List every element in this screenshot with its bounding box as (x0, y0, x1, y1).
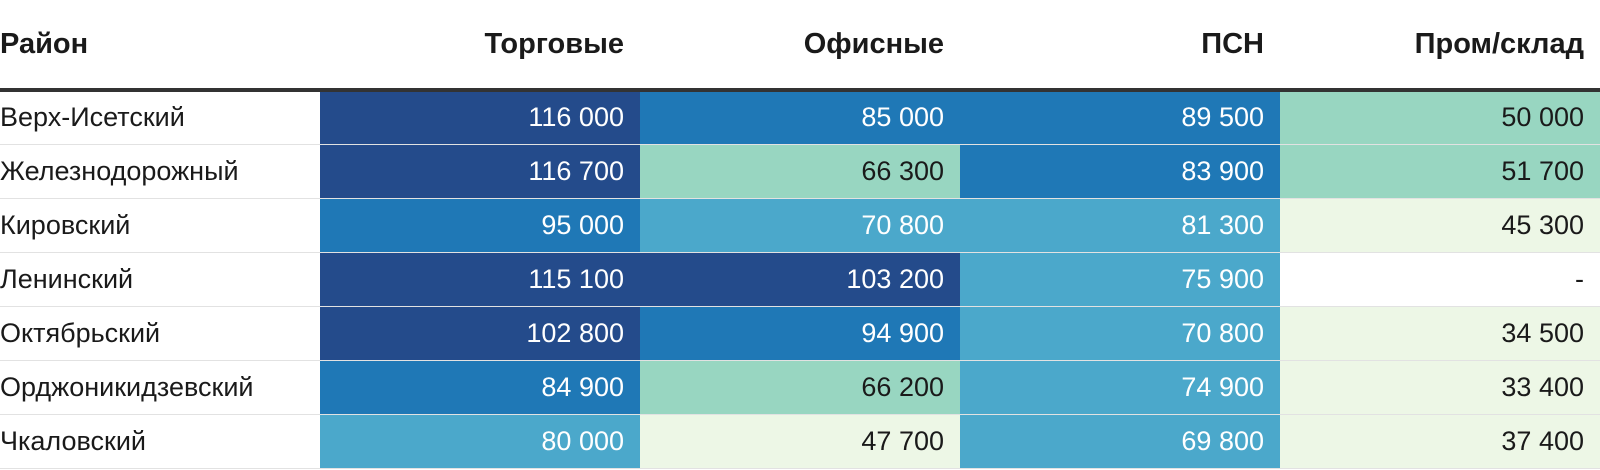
column-header-industrial: Пром/склад (1280, 0, 1600, 92)
table-row: Октябрьский 102 800 94 900 70 800 34 500 (0, 306, 1600, 361)
heatmap-cell: 37 400 (1280, 414, 1600, 469)
column-header-district: Район (0, 0, 320, 92)
heatmap-cell: - (1280, 252, 1600, 307)
heatmap-cell: 33 400 (1280, 360, 1600, 415)
table-body: Верх-Исетский 116 000 85 000 89 500 50 000 Же… (0, 90, 1600, 469)
heatmap-cell: 74 900 (960, 360, 1280, 415)
district-cell: Ленинский (0, 252, 320, 307)
header-row: Район Торговые Офисные ПСН Пром/склад (0, 0, 1600, 92)
heatmap-cell: 83 900 (960, 144, 1280, 199)
column-header-office: Офисные (640, 0, 960, 92)
table-row: Чкаловский 80 000 47 700 69 800 37 400 (0, 414, 1600, 469)
heatmap-cell: 70 800 (640, 198, 960, 253)
heatmap-cell: 80 000 (320, 414, 640, 469)
heatmap-cell: 89 500 (960, 90, 1280, 145)
heatmap-cell: 51 700 (1280, 144, 1600, 199)
heatmap-cell: 45 300 (1280, 198, 1600, 253)
heatmap-cell: 66 200 (640, 360, 960, 415)
district-cell: Октябрьский (0, 306, 320, 361)
district-cell: Чкаловский (0, 414, 320, 469)
table-row: Железнодорожный 116 700 66 300 83 900 51 700 (0, 144, 1600, 199)
heatmap-cell: 115 100 (320, 252, 640, 307)
table-row: Ленинский 115 100 103 200 75 900- (0, 252, 1600, 307)
heatmap-cell: 75 900 (960, 252, 1280, 307)
heatmap-cell: 116 700 (320, 144, 640, 199)
heatmap-cell: 84 900 (320, 360, 640, 415)
table-row: Орджоникидзевский 84 900 66 200 74 900 33 40… (0, 360, 1600, 415)
heatmap-cell: 94 900 (640, 306, 960, 361)
column-header-retail: Торговые (320, 0, 640, 92)
heatmap-cell: 102 800 (320, 306, 640, 361)
heatmap-cell: 66 300 (640, 144, 960, 199)
district-cell: Железнодорожный (0, 144, 320, 199)
heatmap-cell: 69 800 (960, 414, 1280, 469)
heatmap-cell: 85 000 (640, 90, 960, 145)
heatmap-cell: 47 700 (640, 414, 960, 469)
heatmap-cell: 116 000 (320, 90, 640, 145)
heatmap-cell: 34 500 (1280, 306, 1600, 361)
heatmap-cell: 70 800 (960, 306, 1280, 361)
table-row: Верх-Исетский 116 000 85 000 89 500 50 000 (0, 90, 1600, 145)
heatmap-cell: 95 000 (320, 198, 640, 253)
table-header: Район Торговые Офисные ПСН Пром/склад (0, 0, 1600, 92)
heatmap-cell: 50 000 (1280, 90, 1600, 145)
heatmap-cell: 103 200 (640, 252, 960, 307)
table-row: Кировский 95 000 70 800 81 300 45 300 (0, 198, 1600, 253)
district-cell: Орджоникидзевский (0, 360, 320, 415)
district-cell: Верх-Исетский (0, 90, 320, 145)
heatmap-cell: 81 300 (960, 198, 1280, 253)
column-header-psn: ПСН (960, 0, 1280, 92)
district-cell: Кировский (0, 198, 320, 253)
